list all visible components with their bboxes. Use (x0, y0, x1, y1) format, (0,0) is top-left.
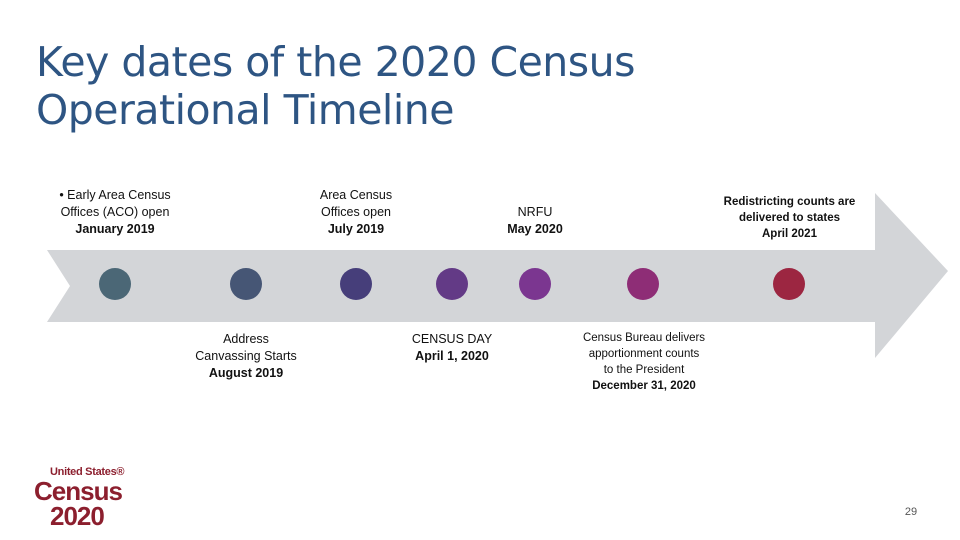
logo-census: Census (34, 476, 123, 506)
milestone-dot-address-canvassing (230, 268, 262, 300)
census-2020-logo: United States® Census 2020 (34, 466, 144, 531)
milestone-dot-apportionment (627, 268, 659, 300)
title-line-2: Operational Timeline (36, 86, 454, 134)
milestone-text: CENSUS DAY (411, 332, 493, 346)
milestone-label-nrfu: NRFU May 2020 (485, 204, 585, 238)
page-number: 29 (904, 506, 918, 518)
milestone-text: • Early Area Census (59, 188, 171, 202)
milestone-dot-census-day (436, 268, 468, 300)
milestone-text: Address (223, 332, 269, 346)
milestone-dot-nrfu (519, 268, 551, 300)
page-title: Key dates of the 2020 Census Operational… (36, 38, 736, 134)
milestone-label-redistricting: Redistricting counts are delivered to st… (712, 194, 867, 242)
milestone-dot-aco-open-july (340, 268, 372, 300)
logo-united-states: United States® (50, 466, 125, 478)
milestone-dot-aco-open-early (99, 268, 131, 300)
milestone-text: to the President (603, 364, 685, 376)
milestone-dot-redistricting (773, 268, 805, 300)
milestone-date: April 2021 (762, 228, 817, 240)
milestone-text: Canvassing Starts (195, 349, 297, 363)
milestone-text: apportionment counts (588, 348, 700, 360)
milestone-text: Area Census (319, 188, 393, 202)
milestone-text: Redistricting counts are (723, 196, 856, 208)
milestone-label-aco-open-july: Area Census Offices open July 2019 (296, 187, 416, 238)
milestone-date: December 31, 2020 (592, 380, 696, 392)
milestone-text: NRFU (517, 205, 553, 219)
milestone-text: delivered to states (739, 212, 840, 224)
milestone-text: Census Bureau delivers (582, 332, 706, 344)
milestone-label-address-canvassing: Address Canvassing Starts August 2019 (176, 331, 316, 382)
milestone-label-apportionment: Census Bureau delivers apportionment cou… (564, 330, 724, 394)
title-line-1: Key dates of the 2020 Census (36, 38, 636, 86)
milestone-date: April 1, 2020 (415, 349, 489, 363)
milestone-text: Offices (ACO) open (60, 205, 170, 219)
milestone-date: January 2019 (75, 222, 155, 236)
milestone-date: July 2019 (327, 222, 385, 236)
timeline-arrow-shape (47, 193, 948, 358)
milestone-label-aco-open-early: • Early Area Census Offices (ACO) open J… (40, 187, 190, 238)
milestone-label-census-day: CENSUS DAY April 1, 2020 (392, 331, 512, 365)
logo-2020: 2020 (50, 501, 105, 531)
milestone-date: August 2019 (208, 366, 284, 380)
milestone-text: Offices open (321, 205, 391, 219)
milestone-date: May 2020 (507, 222, 563, 236)
